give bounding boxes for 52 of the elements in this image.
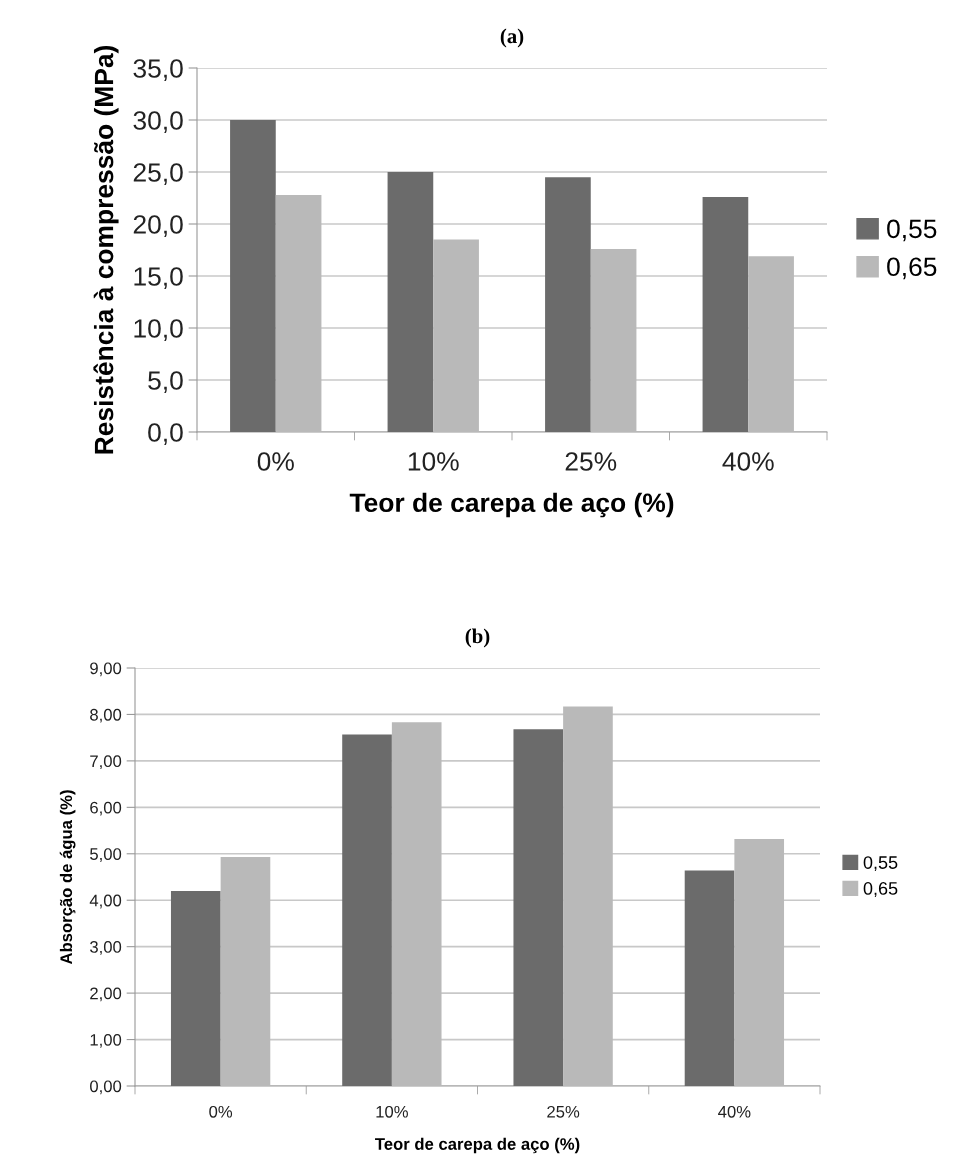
bar bbox=[684, 870, 735, 1086]
y-axis-title: Resistência à compressão (MPa) bbox=[93, 45, 119, 454]
y-tick-label: 5,0 bbox=[148, 371, 183, 393]
x-axis-title: Teor de carepa de aço (%) bbox=[375, 1137, 580, 1154]
legend-label: 0,65 bbox=[863, 882, 898, 897]
x-tick-label: 10% bbox=[408, 452, 459, 471]
bar bbox=[387, 172, 434, 432]
y-tick-label: 8,00 bbox=[90, 708, 122, 723]
x-tick-label: 0% bbox=[209, 1105, 233, 1118]
bar bbox=[275, 194, 322, 432]
y-axis-title: Absorção de água (%) bbox=[59, 790, 76, 965]
y-tick-label: 10,0 bbox=[134, 319, 183, 341]
y-tick-label: 2,00 bbox=[90, 987, 122, 1002]
bar bbox=[230, 120, 276, 432]
x-tick-label: 25% bbox=[565, 452, 617, 471]
bar bbox=[545, 177, 591, 432]
bar bbox=[702, 196, 749, 432]
y-tick-label: 4,00 bbox=[89, 894, 122, 909]
y-tick-label: 15,0 bbox=[134, 267, 183, 289]
y-tick-label: 1,00 bbox=[90, 1033, 122, 1048]
legend-label: 0,65 bbox=[887, 257, 937, 280]
y-tick-label: 9,00 bbox=[90, 662, 122, 677]
y-tick-label: 20,0 bbox=[133, 215, 183, 237]
x-tick-label: 10% bbox=[376, 1105, 408, 1118]
y-tick-label: 0,00 bbox=[90, 1080, 122, 1095]
y-tick-label: 30,0 bbox=[133, 111, 183, 133]
y-tick-label: 5,00 bbox=[90, 848, 122, 862]
bar bbox=[391, 722, 442, 1086]
y-tick-label: 3,00 bbox=[90, 941, 122, 955]
bar bbox=[734, 838, 785, 1086]
y-tick-label: 25,0 bbox=[133, 163, 183, 185]
bar bbox=[220, 857, 271, 1086]
chart-title: (b) bbox=[465, 628, 490, 648]
legend-label: 0,55 bbox=[863, 856, 898, 872]
legend-label: 0,55 bbox=[887, 219, 937, 242]
y-tick-label: 0,0 bbox=[148, 423, 183, 445]
x-tick-label: 40% bbox=[722, 452, 774, 471]
y-tick-label: 6,00 bbox=[90, 801, 122, 816]
x-tick-label: 0% bbox=[257, 452, 294, 471]
x-axis-title: Teor de carepa de aço (%) bbox=[349, 492, 674, 518]
x-tick-label: 40% bbox=[718, 1105, 751, 1118]
x-tick-label: 25% bbox=[547, 1105, 580, 1118]
bar bbox=[433, 239, 479, 432]
bar bbox=[748, 256, 794, 432]
chart-title: (a) bbox=[500, 28, 524, 48]
y-tick-label: 35,0 bbox=[133, 59, 183, 81]
bar bbox=[170, 890, 221, 1086]
bar bbox=[342, 734, 392, 1086]
y-tick-label: 7,00 bbox=[90, 755, 122, 770]
bar bbox=[590, 248, 637, 432]
bar bbox=[513, 729, 564, 1086]
bar bbox=[563, 706, 613, 1086]
